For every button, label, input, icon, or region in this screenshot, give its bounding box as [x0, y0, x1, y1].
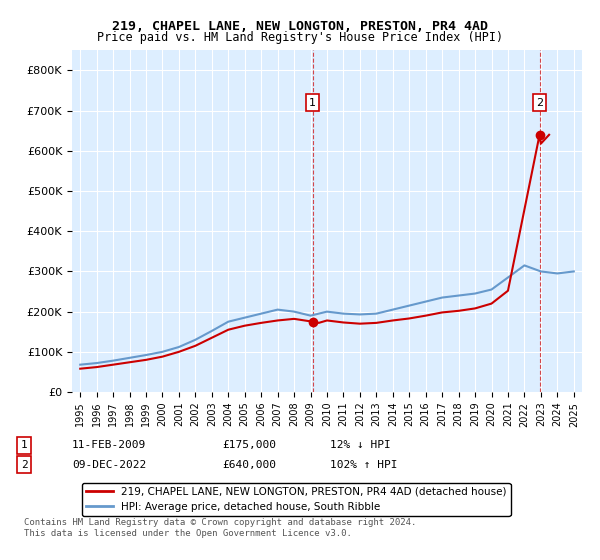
- Text: 1: 1: [20, 440, 28, 450]
- Text: 1: 1: [309, 97, 316, 108]
- Text: 12% ↓ HPI: 12% ↓ HPI: [330, 440, 391, 450]
- Text: 11-FEB-2009: 11-FEB-2009: [72, 440, 146, 450]
- Text: Price paid vs. HM Land Registry's House Price Index (HPI): Price paid vs. HM Land Registry's House …: [97, 31, 503, 44]
- Text: 102% ↑ HPI: 102% ↑ HPI: [330, 460, 398, 470]
- Text: £640,000: £640,000: [222, 460, 276, 470]
- Text: 09-DEC-2022: 09-DEC-2022: [72, 460, 146, 470]
- Text: 219, CHAPEL LANE, NEW LONGTON, PRESTON, PR4 4AD: 219, CHAPEL LANE, NEW LONGTON, PRESTON, …: [112, 20, 488, 32]
- Text: £175,000: £175,000: [222, 440, 276, 450]
- Legend: 219, CHAPEL LANE, NEW LONGTON, PRESTON, PR4 4AD (detached house), HPI: Average p: 219, CHAPEL LANE, NEW LONGTON, PRESTON, …: [82, 483, 511, 516]
- Text: Contains HM Land Registry data © Crown copyright and database right 2024.
This d: Contains HM Land Registry data © Crown c…: [24, 518, 416, 538]
- Text: 2: 2: [20, 460, 28, 470]
- Text: 2: 2: [536, 97, 543, 108]
